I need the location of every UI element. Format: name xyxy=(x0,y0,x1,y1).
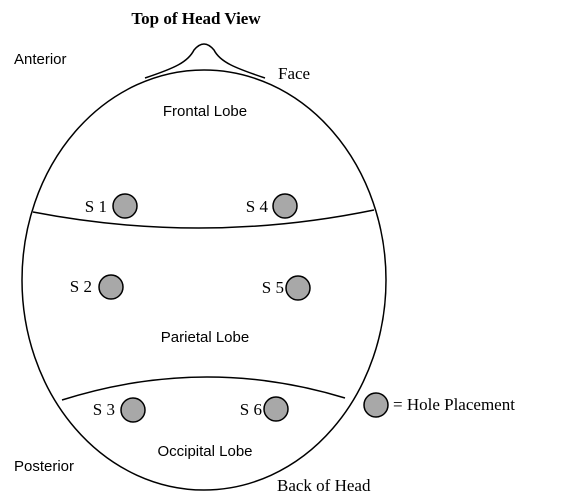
site-label: S 4 xyxy=(246,197,269,216)
lobe-label: Occipital Lobe xyxy=(157,443,252,460)
title: Top of Head View xyxy=(131,9,261,28)
occipital-boundary xyxy=(62,377,345,400)
legend-hole xyxy=(364,393,388,417)
site-label: S 3 xyxy=(93,400,115,419)
hole xyxy=(99,275,123,299)
site-label: S 6 xyxy=(240,400,262,419)
hole xyxy=(113,194,137,218)
posterior-label: Posterior xyxy=(14,458,74,475)
legend-label: = Hole Placement xyxy=(393,395,515,414)
back-label: Back of Head xyxy=(277,476,371,495)
nose xyxy=(145,44,265,78)
face-label: Face xyxy=(278,64,310,83)
hole xyxy=(286,276,310,300)
hole xyxy=(121,398,145,422)
head-diagram: Top of Head View Anterior Face Posterior… xyxy=(0,0,564,497)
hole xyxy=(264,397,288,421)
lobe-label: Frontal Lobe xyxy=(163,103,247,120)
site-label: S 1 xyxy=(85,197,107,216)
site-label: S 2 xyxy=(70,277,92,296)
anterior-label: Anterior xyxy=(14,51,67,68)
site-label: S 5 xyxy=(262,278,284,297)
hole xyxy=(273,194,297,218)
lobe-label: Parietal Lobe xyxy=(161,329,249,346)
